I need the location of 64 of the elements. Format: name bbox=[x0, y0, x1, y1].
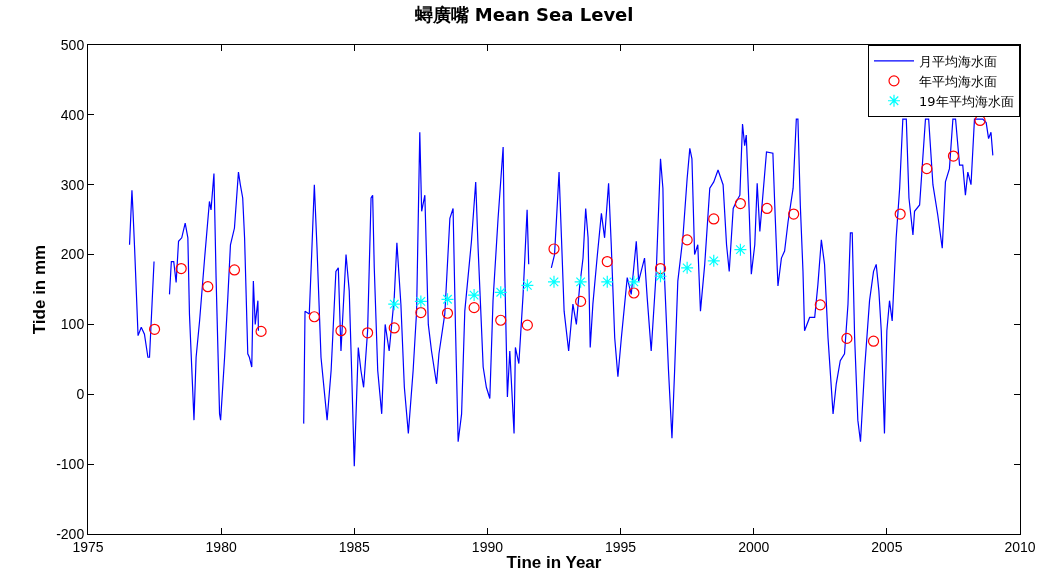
point bbox=[680, 261, 694, 275]
legend-label: 年平均海水面 bbox=[919, 73, 997, 89]
x-tick-label: 2005 bbox=[871, 538, 903, 555]
point bbox=[414, 294, 428, 308]
point bbox=[255, 325, 267, 338]
y-tick-label: 100 bbox=[60, 316, 85, 333]
point bbox=[575, 295, 587, 307]
y-tick-label: -100 bbox=[56, 456, 85, 473]
x-tick-label: 2010 bbox=[1004, 538, 1036, 555]
point bbox=[761, 202, 773, 215]
y-tick-label: 400 bbox=[60, 106, 85, 123]
y-tick-label: 500 bbox=[60, 36, 85, 53]
point bbox=[681, 234, 693, 246]
point bbox=[548, 243, 560, 255]
x-tick-label: 1985 bbox=[338, 538, 371, 555]
point bbox=[734, 197, 746, 210]
point bbox=[495, 314, 507, 326]
x-tick-label: 1990 bbox=[471, 538, 504, 555]
point bbox=[947, 150, 960, 162]
point bbox=[627, 275, 641, 289]
point bbox=[894, 208, 906, 220]
x-tick-label: 2000 bbox=[738, 538, 770, 555]
x-tick-label: 1995 bbox=[604, 538, 637, 555]
legend-label: 月平均海水面 bbox=[919, 54, 997, 70]
point bbox=[814, 299, 826, 311]
point bbox=[440, 292, 455, 306]
x-tick-label: 1980 bbox=[205, 538, 237, 555]
x-axis-title: Tine in Year bbox=[506, 553, 602, 573]
point bbox=[867, 335, 880, 347]
point bbox=[654, 262, 667, 275]
point bbox=[228, 264, 241, 276]
point bbox=[788, 208, 800, 220]
point bbox=[520, 278, 534, 292]
point bbox=[415, 306, 427, 319]
point bbox=[600, 275, 614, 289]
legend-label: 19年平均海水面 bbox=[919, 93, 1014, 109]
point bbox=[388, 322, 400, 334]
point bbox=[468, 302, 480, 314]
point bbox=[387, 297, 401, 311]
point bbox=[707, 254, 721, 268]
y-axis-title: Tide in mm bbox=[29, 244, 49, 335]
y-tick-label: 0 bbox=[76, 386, 85, 403]
y-tick-label: 200 bbox=[60, 246, 85, 263]
point bbox=[494, 285, 508, 299]
point bbox=[521, 319, 533, 331]
point bbox=[441, 307, 454, 319]
point bbox=[148, 323, 161, 335]
point bbox=[362, 327, 374, 339]
point bbox=[921, 163, 933, 175]
point bbox=[733, 243, 747, 257]
point bbox=[335, 325, 347, 337]
point bbox=[175, 262, 187, 275]
point bbox=[628, 287, 640, 299]
point bbox=[708, 213, 720, 225]
point bbox=[653, 269, 668, 283]
point bbox=[202, 281, 214, 293]
point bbox=[574, 275, 588, 289]
point bbox=[467, 288, 481, 302]
point bbox=[308, 311, 320, 323]
point bbox=[841, 332, 853, 344]
y-tick-label: 300 bbox=[60, 176, 85, 193]
point bbox=[601, 255, 613, 268]
chart-title: 蟳廣嘴 Mean Sea Level bbox=[413, 4, 634, 26]
point bbox=[547, 275, 561, 289]
